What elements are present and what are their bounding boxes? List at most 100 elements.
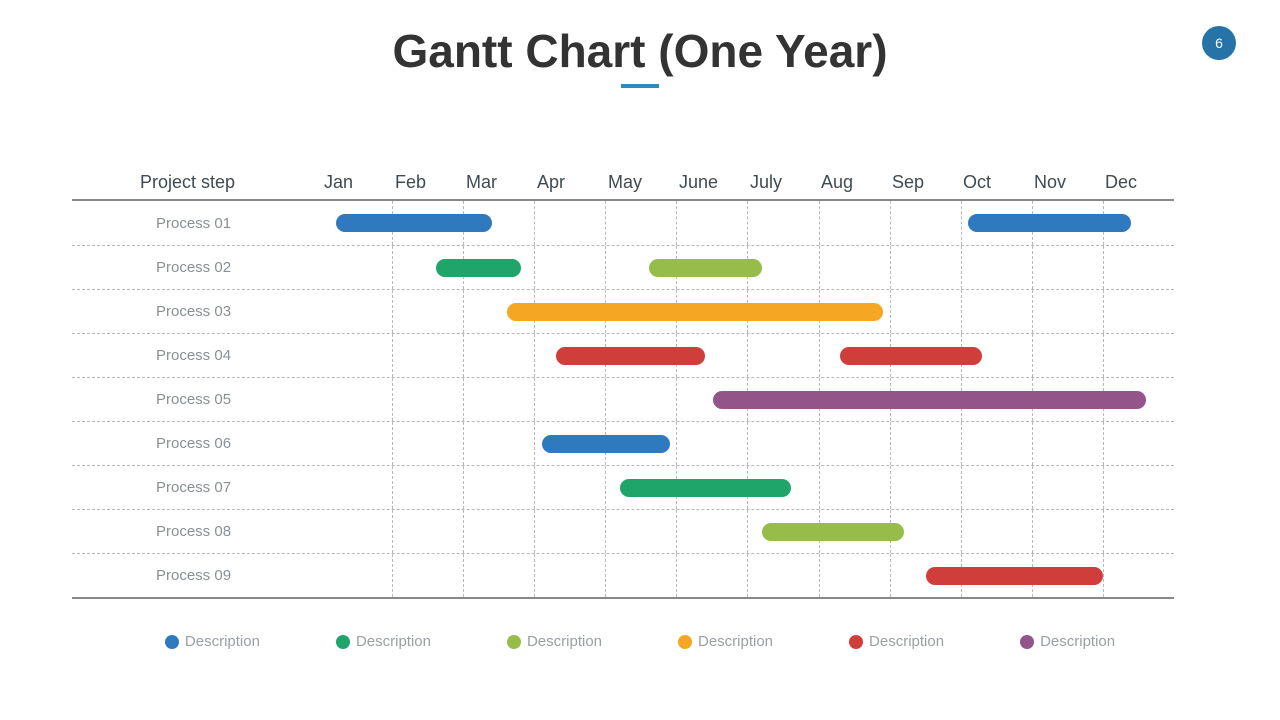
gantt-bar xyxy=(620,479,790,497)
row-track xyxy=(322,290,1174,333)
grid-cell xyxy=(534,201,605,245)
grid-cell xyxy=(534,466,605,509)
month-header: July xyxy=(748,172,819,193)
gantt-row: Process 09 xyxy=(72,553,1174,597)
grid-cell xyxy=(1032,466,1103,509)
grid-cell xyxy=(890,290,961,333)
gantt-bar xyxy=(542,435,670,453)
grid-cell xyxy=(890,246,961,289)
gantt-chart: Project step JanFebMarAprMayJuneJulyAugS… xyxy=(72,165,1174,599)
grid-cell xyxy=(961,246,1032,289)
grid-cell xyxy=(676,422,747,465)
legend-item: Description xyxy=(849,633,944,650)
grid-cell xyxy=(747,554,818,597)
grid-cell xyxy=(322,554,392,597)
legend-item: Description xyxy=(1020,633,1115,650)
grid-cell xyxy=(890,466,961,509)
grid-cell xyxy=(819,422,890,465)
grid-cell xyxy=(961,510,1032,553)
legend-label: Description xyxy=(1040,633,1115,650)
legend-dot-icon xyxy=(678,635,692,649)
row-label: Process 01 xyxy=(72,201,322,245)
grid-cell xyxy=(819,246,890,289)
gantt-row: Process 06 xyxy=(72,421,1174,465)
grid-cell xyxy=(463,334,534,377)
grid-cell xyxy=(605,378,676,421)
gantt-bar xyxy=(968,214,1131,232)
grid-cell xyxy=(322,466,392,509)
gantt-bar xyxy=(840,347,982,365)
legend-dot-icon xyxy=(1020,635,1034,649)
grid-cell xyxy=(392,422,463,465)
gantt-row: Process 08 xyxy=(72,509,1174,553)
gantt-row: Process 07 xyxy=(72,465,1174,509)
month-header: Oct xyxy=(961,172,1032,193)
month-header: Mar xyxy=(464,172,535,193)
grid-cell xyxy=(605,554,676,597)
project-step-header: Project step xyxy=(72,172,322,193)
grid-cell xyxy=(1032,422,1103,465)
grid-cell xyxy=(463,422,534,465)
gantt-bar xyxy=(762,523,904,541)
title-underline xyxy=(621,84,659,88)
grid-cell xyxy=(819,466,890,509)
gantt-row: Process 02 xyxy=(72,245,1174,289)
grid-cell xyxy=(1032,246,1103,289)
legend-dot-icon xyxy=(165,635,179,649)
grid-cell xyxy=(1032,334,1103,377)
grid-cell xyxy=(322,246,392,289)
grid-cell xyxy=(1032,510,1103,553)
grid-cell xyxy=(1103,510,1174,553)
month-header: June xyxy=(677,172,748,193)
grid-cell xyxy=(392,466,463,509)
legend-label: Description xyxy=(869,633,944,650)
grid-cell xyxy=(534,378,605,421)
month-header: Aug xyxy=(819,172,890,193)
row-label: Process 06 xyxy=(72,422,322,465)
month-header: Nov xyxy=(1032,172,1103,193)
grid-cell xyxy=(534,554,605,597)
row-label: Process 02 xyxy=(72,246,322,289)
month-header: Sep xyxy=(890,172,961,193)
grid-cell xyxy=(676,554,747,597)
row-label: Process 04 xyxy=(72,334,322,377)
grid-cell xyxy=(1103,246,1174,289)
gantt-row: Process 05 xyxy=(72,377,1174,421)
row-track xyxy=(322,334,1174,377)
legend-dot-icon xyxy=(336,635,350,649)
grid-cell xyxy=(605,201,676,245)
row-track xyxy=(322,422,1174,465)
grid-cell xyxy=(322,510,392,553)
grid-cell xyxy=(392,510,463,553)
row-label: Process 03 xyxy=(72,290,322,333)
gantt-bar xyxy=(926,567,1104,585)
grid-cell xyxy=(961,422,1032,465)
grid-cell xyxy=(1103,466,1174,509)
gantt-bar xyxy=(649,259,763,277)
grid-cell xyxy=(463,466,534,509)
grid-cell xyxy=(676,201,747,245)
row-track xyxy=(322,201,1174,245)
grid-cell xyxy=(890,422,961,465)
row-track xyxy=(322,510,1174,553)
grid-cell xyxy=(392,290,463,333)
legend-dot-icon xyxy=(849,635,863,649)
grid-cell xyxy=(534,510,605,553)
row-label: Process 07 xyxy=(72,466,322,509)
gantt-row: Process 03 xyxy=(72,289,1174,333)
month-header: Jan xyxy=(322,172,393,193)
row-track xyxy=(322,246,1174,289)
grid-cell xyxy=(1103,290,1174,333)
gantt-bar xyxy=(556,347,705,365)
gantt-bar xyxy=(336,214,492,232)
grid-cell xyxy=(1032,290,1103,333)
legend-item: Description xyxy=(165,633,260,650)
grid-cell xyxy=(392,334,463,377)
row-track xyxy=(322,466,1174,509)
legend: DescriptionDescriptionDescriptionDescrip… xyxy=(0,633,1280,650)
grid-cell xyxy=(392,378,463,421)
grid-cell xyxy=(747,201,818,245)
gantt-bar xyxy=(436,259,521,277)
grid-cell xyxy=(392,554,463,597)
months-header: JanFebMarAprMayJuneJulyAugSepOctNovDec xyxy=(322,172,1174,193)
